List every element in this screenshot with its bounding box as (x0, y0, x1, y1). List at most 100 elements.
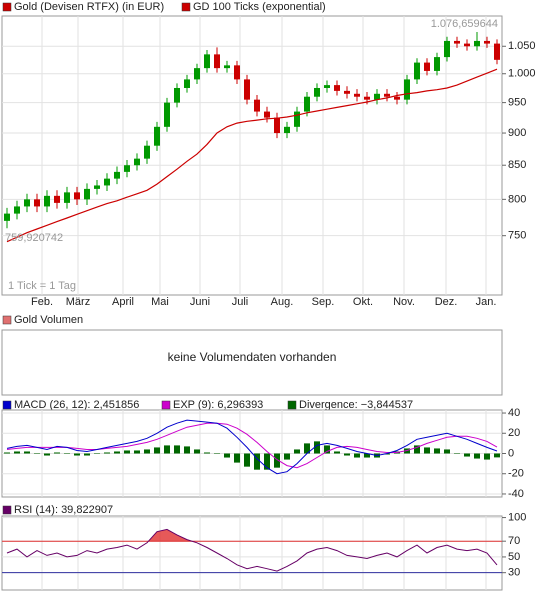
candle-body (254, 99, 260, 112)
divergence-bar (254, 453, 260, 470)
x-tick-label: Nov. (393, 296, 415, 308)
divergence-bar (184, 446, 190, 454)
candle-body (494, 43, 500, 60)
divergence-bar (284, 453, 290, 460)
legend-swatch (2, 505, 12, 515)
empty-message: keine Volumendaten vorhanden (168, 350, 337, 364)
candle-body (104, 178, 110, 186)
candle-body (94, 185, 100, 189)
legend-label: Gold (Devisen RTFX) (in EUR) (14, 1, 164, 13)
ema-line (6, 68, 498, 243)
divergence-bar (214, 453, 220, 454)
candle-body (114, 171, 120, 179)
y-tick-label: 70 (508, 535, 520, 547)
candle-body (444, 40, 450, 58)
x-tick-label: Jan. (476, 296, 497, 308)
candle-body (304, 96, 310, 112)
y-tick-label: 800 (508, 193, 526, 205)
candle-body (124, 165, 130, 172)
divergence-bar (144, 449, 150, 454)
legend-swatch (2, 2, 12, 12)
candle-body (394, 96, 400, 100)
divergence-bar (294, 449, 300, 454)
divergence-bar (174, 445, 180, 454)
divergence-bar (84, 453, 90, 456)
divergence-bar (274, 453, 280, 468)
divergence-bar (64, 453, 70, 454)
x-tick-label: Juli (232, 296, 249, 308)
candle-body (224, 65, 230, 69)
candle-body (374, 93, 380, 100)
divergence-bar (314, 441, 320, 454)
candle-body (474, 40, 480, 47)
divergence-bar (494, 453, 500, 458)
x-tick-label: Aug. (271, 296, 294, 308)
divergence-bar (154, 447, 160, 454)
candle-body (264, 111, 270, 118)
candle-body (414, 62, 420, 80)
divergence-bar (304, 443, 310, 454)
y-tick-label: 1.000 (508, 68, 536, 80)
divergence-bar (204, 452, 210, 454)
candle-body (214, 54, 220, 69)
candle-body (144, 145, 150, 159)
candle-body (64, 192, 70, 203)
candle-body (294, 111, 300, 127)
candle-body (354, 93, 360, 97)
divergence-bar (484, 453, 490, 460)
y-tick-label: 750 (508, 230, 526, 242)
divergence-bar (354, 453, 360, 458)
divergence-bar (224, 453, 230, 458)
candle-body (484, 40, 490, 44)
y-tick-label: 900 (508, 127, 526, 139)
candle-body (204, 54, 210, 69)
y-tick-label: 50 (508, 551, 520, 563)
candle-body (464, 43, 470, 47)
legend-label: Gold Volumen (14, 314, 83, 326)
divergence-bar (424, 447, 430, 454)
legend-label: RSI (14): 39,822907 (14, 504, 113, 516)
candle-body (44, 195, 50, 207)
candle-body (454, 40, 460, 44)
plot-area (1, 515, 503, 591)
divergence-bar (44, 453, 50, 456)
legend-swatch (2, 400, 12, 410)
candle-body (184, 79, 190, 88)
plot-area (1, 15, 503, 296)
candle-body (194, 68, 200, 80)
candle-body (284, 126, 290, 134)
candle-body (34, 199, 40, 207)
macd-line (6, 419, 498, 475)
y-tick-label: 30 (508, 567, 520, 579)
y-tick-label: 0 (508, 447, 514, 459)
divergence-bar (24, 451, 30, 454)
rsi-line (6, 528, 498, 572)
divergence-bar (334, 451, 340, 454)
x-tick-label: März (66, 296, 90, 308)
x-tick-label: Feb. (31, 296, 53, 308)
x-tick-label: Dez. (435, 296, 458, 308)
legend-swatch (287, 400, 297, 410)
x-tick-label: April (112, 296, 134, 308)
divergence-bar (34, 453, 40, 454)
divergence-bar (194, 449, 200, 454)
annotation: 1.076,659644 (431, 18, 498, 30)
y-tick-label: 20 (508, 427, 520, 439)
annotation: 1 Tick = 1 Tag (8, 280, 76, 292)
divergence-bar (474, 453, 480, 459)
candle-body (74, 192, 80, 200)
candle-body (14, 206, 20, 214)
candle-body (434, 57, 440, 71)
macd-line (6, 422, 498, 469)
divergence-bar (94, 453, 100, 454)
x-tick-label: Okt. (353, 296, 373, 308)
candle-body (244, 79, 250, 100)
divergence-bar (464, 453, 470, 457)
x-tick-label: Mai (151, 296, 169, 308)
candle-body (344, 90, 350, 94)
divergence-bar (414, 445, 420, 454)
candle-body (154, 126, 160, 146)
annotation: 759,920742 (5, 232, 63, 244)
